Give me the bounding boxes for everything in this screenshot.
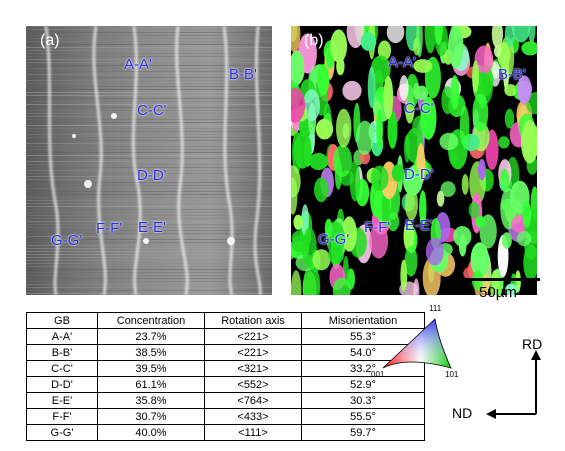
table-cell: 59.7° bbox=[301, 424, 425, 441]
table-cell: 38.5% bbox=[97, 344, 205, 361]
table-cell: 35.8% bbox=[97, 392, 205, 409]
table-header: Concentration bbox=[97, 312, 205, 329]
table-cell: G-G' bbox=[26, 424, 98, 441]
ipf-triangle bbox=[382, 318, 452, 369]
table-cell: <433> bbox=[204, 408, 302, 425]
table-cell: <321> bbox=[204, 360, 302, 377]
table-cell: 30.7% bbox=[97, 408, 205, 425]
panel-a-micrograph bbox=[26, 26, 272, 295]
micrograph-image bbox=[26, 26, 272, 295]
nd-axis-label: ND bbox=[452, 405, 473, 421]
gb-label-g-left: G-G' bbox=[51, 232, 83, 249]
scale-bar-line bbox=[456, 278, 540, 281]
table-cell: <764> bbox=[204, 392, 302, 409]
table-cell: <552> bbox=[204, 376, 302, 393]
gb-label-f-right: F-F' bbox=[364, 219, 391, 236]
gb-label-g-right: G-G' bbox=[318, 231, 350, 248]
table-header: Rotation axis bbox=[204, 312, 302, 329]
ipf-label-001: 001 bbox=[371, 370, 385, 379]
gb-label-b-right: B-B' bbox=[498, 66, 526, 83]
table-header: Misorientation bbox=[301, 312, 425, 329]
rd-axis-label: RD bbox=[522, 336, 543, 352]
scale-bar: 50µm bbox=[456, 278, 540, 304]
table-row: E-E' 35.8% <764> 30.3° bbox=[26, 392, 425, 409]
gb-table: GB Concentration Rotation axis Misorient… bbox=[26, 312, 425, 441]
table-row: B-B' 38.5% <221> 54.0° bbox=[26, 344, 425, 361]
table-cell: D-D' bbox=[26, 376, 98, 393]
table-cell: F-F' bbox=[26, 408, 98, 425]
table-cell: <221> bbox=[204, 344, 302, 361]
panel-b-orientation-map bbox=[291, 26, 537, 295]
table-cell: A-A' bbox=[26, 328, 98, 345]
table-row: D-D' 61.1% <552> 52.9° bbox=[26, 376, 425, 393]
table-cell: C-C' bbox=[26, 360, 98, 377]
scale-bar-text: 50µm bbox=[479, 284, 517, 301]
ipf-label-111: 111 bbox=[429, 304, 442, 313]
gb-label-c-right: C-C' bbox=[404, 100, 434, 117]
table-cell: <221> bbox=[204, 328, 302, 345]
gb-label-a-right: A-A' bbox=[388, 54, 416, 71]
gb-label-f-left: F-F' bbox=[96, 220, 123, 237]
table-cell: 61.1% bbox=[97, 376, 205, 393]
orientation-map-image bbox=[291, 26, 537, 295]
table-row: C-C' 39.5% <321> 33.2° bbox=[26, 360, 425, 377]
gb-label-a-left: A-A' bbox=[124, 56, 152, 73]
table-cell: 52.9° bbox=[301, 376, 425, 393]
table-cell: 55.5° bbox=[301, 408, 425, 425]
table-header: GB bbox=[26, 312, 98, 329]
table-cell: 30.3° bbox=[301, 392, 425, 409]
gb-label-b-left: B-B' bbox=[229, 66, 257, 83]
table-cell: E-E' bbox=[26, 392, 98, 409]
panel-b-label: (b) bbox=[304, 32, 324, 49]
table-row: F-F' 30.7% <433> 55.5° bbox=[26, 408, 425, 425]
table-header-row: GB Concentration Rotation axis Misorient… bbox=[26, 312, 425, 329]
table-cell: 55.3° bbox=[301, 328, 425, 345]
table-cell: B-B' bbox=[26, 344, 98, 361]
rd-nd-axes bbox=[486, 350, 541, 419]
gb-label-d-right: D-D' bbox=[404, 166, 434, 183]
panel-a-label: (a) bbox=[40, 32, 60, 49]
gb-label-c-left: C-C' bbox=[137, 102, 167, 119]
ipf-color-legend: 111 001 101 bbox=[367, 304, 467, 379]
table-cell: <111> bbox=[204, 424, 302, 441]
ipf-label-101: 101 bbox=[445, 370, 459, 379]
table-row: A-A' 23.7% <221> 55.3° bbox=[26, 328, 425, 345]
gb-label-e-left: E-E' bbox=[138, 219, 166, 236]
table-row: G-G' 40.0% <111> 59.7° bbox=[26, 424, 425, 441]
gb-label-e-right: E-E' bbox=[405, 217, 433, 234]
gb-label-d-left: D-D' bbox=[137, 167, 167, 184]
table-cell: 40.0% bbox=[97, 424, 205, 441]
table-cell: 23.7% bbox=[97, 328, 205, 345]
table-cell: 39.5% bbox=[97, 360, 205, 377]
